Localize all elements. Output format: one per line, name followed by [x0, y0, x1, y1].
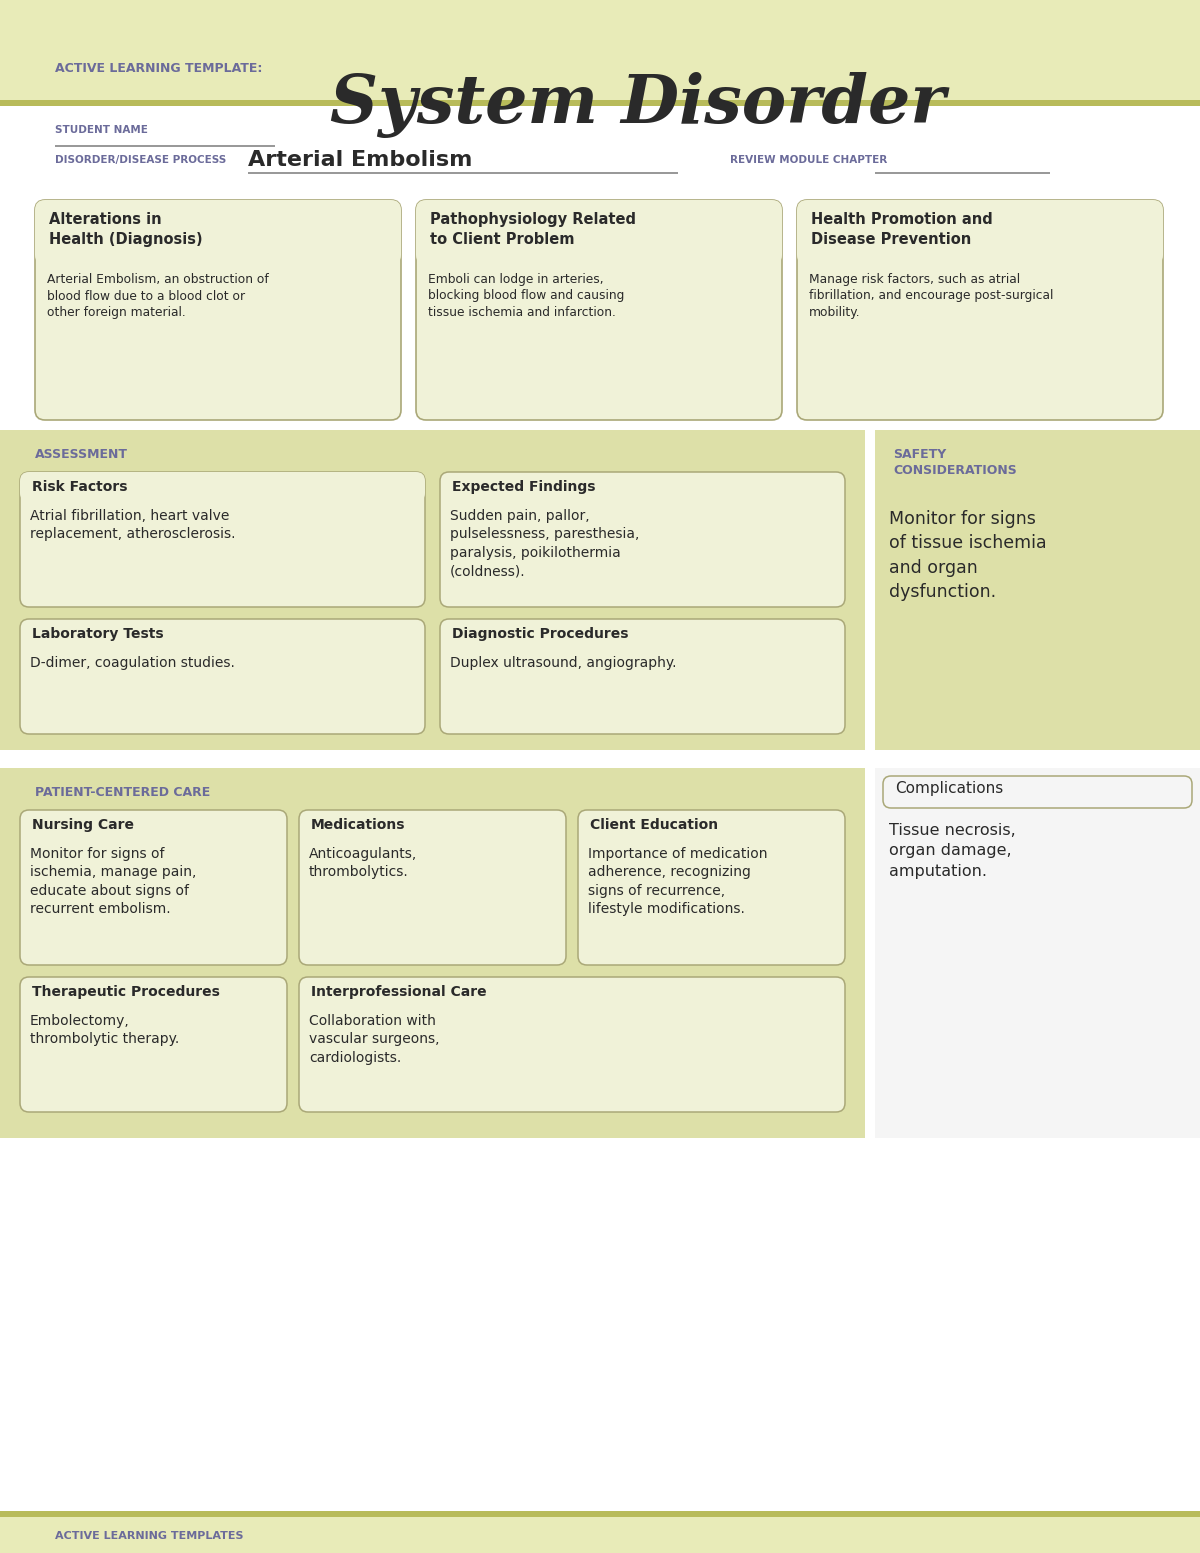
Text: Atrial fibrillation, heart valve
replacement, atherosclerosis.: Atrial fibrillation, heart valve replace… [30, 509, 235, 542]
Text: PATIENT-CENTERED CARE: PATIENT-CENTERED CARE [35, 786, 210, 798]
Bar [0, 750, 1200, 769]
Text: Health Promotion and
Disease Prevention: Health Promotion and Disease Prevention [811, 213, 992, 247]
Text: Nursing Care: Nursing Care [32, 818, 134, 832]
FancyBboxPatch shape [299, 811, 566, 964]
Bar [0, 0, 1200, 99]
Bar [0, 1511, 1200, 1517]
Text: Alterations in
Health (Diagnosis): Alterations in Health (Diagnosis) [49, 213, 203, 247]
Text: Emboli can lodge in arteries,
blocking blood flow and causing
tissue ischemia an: Emboli can lodge in arteries, blocking b… [428, 273, 624, 318]
Text: Diagnostic Procedures: Diagnostic Procedures [452, 627, 629, 641]
Text: Duplex ultrasound, angiography.: Duplex ultrasound, angiography. [450, 655, 677, 669]
Text: Medications: Medications [311, 818, 406, 832]
FancyBboxPatch shape [299, 977, 845, 1112]
Text: Anticoagulants,
thrombolytics.: Anticoagulants, thrombolytics. [310, 846, 418, 879]
FancyBboxPatch shape [797, 200, 1163, 419]
FancyBboxPatch shape [20, 977, 287, 1112]
Text: Sudden pain, pallor,
pulselessness, paresthesia,
paralysis, poikilothermia
(cold: Sudden pain, pallor, pulselessness, pare… [450, 509, 640, 578]
Text: Importance of medication
adherence, recognizing
signs of recurrence,
lifestyle m: Importance of medication adherence, reco… [588, 846, 768, 916]
Text: SAFETY
CONSIDERATIONS: SAFETY CONSIDERATIONS [893, 447, 1016, 477]
Text: REVIEW MODULE CHAPTER: REVIEW MODULE CHAPTER [730, 155, 887, 165]
FancyBboxPatch shape [35, 200, 401, 419]
FancyBboxPatch shape [440, 472, 845, 607]
Bar [875, 430, 1200, 750]
Text: Risk Factors: Risk Factors [32, 480, 127, 494]
FancyBboxPatch shape [797, 200, 1163, 266]
FancyBboxPatch shape [20, 472, 425, 607]
FancyBboxPatch shape [416, 200, 782, 266]
Text: STUDENT NAME: STUDENT NAME [55, 124, 148, 135]
Text: ACTIVE LEARNING TEMPLATES: ACTIVE LEARNING TEMPLATES [55, 1531, 244, 1541]
Bar [0, 106, 1200, 185]
Text: Laboratory Tests: Laboratory Tests [32, 627, 163, 641]
Text: D-dimer, coagulation studies.: D-dimer, coagulation studies. [30, 655, 235, 669]
Text: Complications: Complications [895, 781, 1003, 797]
FancyBboxPatch shape [20, 620, 425, 735]
Bar [0, 185, 1200, 430]
Bar [0, 99, 1200, 106]
Text: ASSESSMENT: ASSESSMENT [35, 447, 128, 461]
Text: Client Education: Client Education [590, 818, 718, 832]
Text: Arterial Embolism: Arterial Embolism [248, 151, 473, 169]
Text: Monitor for signs
of tissue ischemia
and organ
dysfunction.: Monitor for signs of tissue ischemia and… [889, 509, 1046, 601]
FancyBboxPatch shape [35, 200, 401, 266]
FancyBboxPatch shape [883, 776, 1192, 808]
Text: Tissue necrosis,
organ damage,
amputation.: Tissue necrosis, organ damage, amputatio… [889, 823, 1015, 879]
FancyBboxPatch shape [416, 200, 782, 419]
Bar [875, 769, 1200, 1138]
Text: DISORDER/DISEASE PROCESS: DISORDER/DISEASE PROCESS [55, 155, 227, 165]
Text: Therapeutic Procedures: Therapeutic Procedures [32, 985, 220, 999]
Text: Embolectomy,
thrombolytic therapy.: Embolectomy, thrombolytic therapy. [30, 1014, 179, 1047]
FancyBboxPatch shape [440, 620, 845, 735]
Text: Interprofessional Care: Interprofessional Care [311, 985, 487, 999]
Text: Manage risk factors, such as atrial
fibrillation, and encourage post-surgical
mo: Manage risk factors, such as atrial fibr… [809, 273, 1054, 318]
Text: Expected Findings: Expected Findings [452, 480, 595, 494]
Text: Collaboration with
vascular surgeons,
cardiologists.: Collaboration with vascular surgeons, ca… [310, 1014, 439, 1065]
FancyBboxPatch shape [578, 811, 845, 964]
Bar [0, 769, 865, 1138]
Bar [0, 430, 865, 750]
Text: System Disorder: System Disorder [330, 71, 946, 138]
Bar [0, 1138, 1200, 1553]
FancyBboxPatch shape [20, 472, 425, 502]
Bar [0, 1517, 1200, 1553]
Text: Arterial Embolism, an obstruction of
blood flow due to a blood clot or
other for: Arterial Embolism, an obstruction of blo… [47, 273, 269, 318]
FancyBboxPatch shape [20, 811, 287, 964]
Text: Monitor for signs of
ischemia, manage pain,
educate about signs of
recurrent emb: Monitor for signs of ischemia, manage pa… [30, 846, 197, 916]
Text: ACTIVE LEARNING TEMPLATE:: ACTIVE LEARNING TEMPLATE: [55, 62, 263, 75]
Text: Pathophysiology Related
to Client Problem: Pathophysiology Related to Client Proble… [430, 213, 636, 247]
